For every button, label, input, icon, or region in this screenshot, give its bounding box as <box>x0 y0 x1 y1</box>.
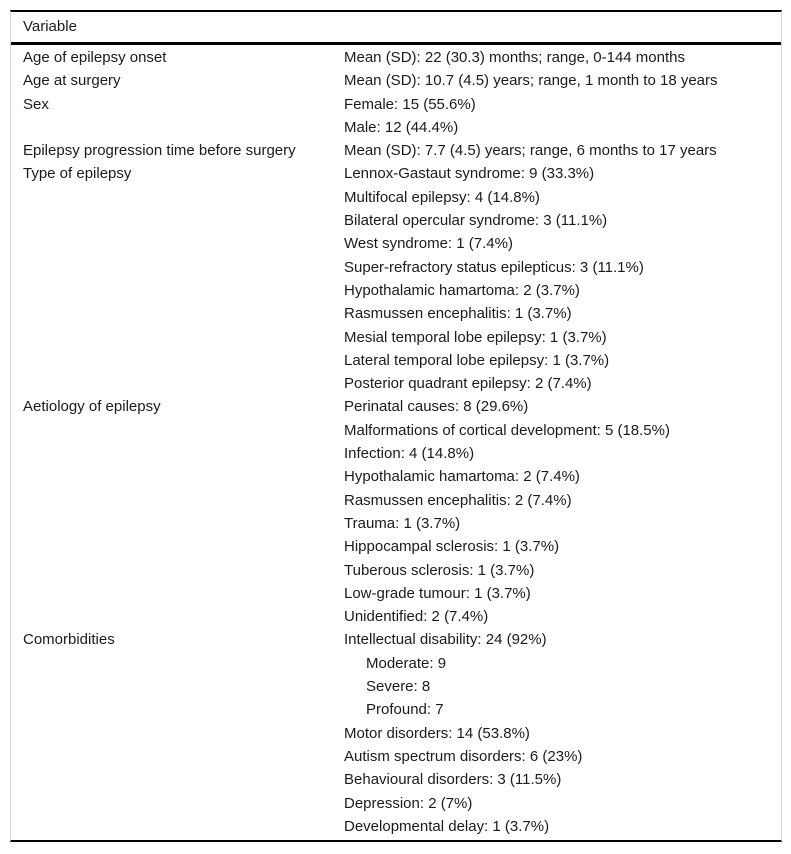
table-row: Sex Female: 15 (55.6%) Male: 12 (44.4%) <box>11 93 781 140</box>
value-cell: Mean (SD): 22 (30.3) months; range, 0-14… <box>344 46 781 69</box>
value-line: Autism spectrum disorders: 6 (23%) <box>344 747 583 765</box>
value-line: Mean (SD): 10.7 (4.5) years; range, 1 mo… <box>344 72 718 90</box>
value-line: Trauma: 1 (3.7%) <box>344 514 461 532</box>
value-cell: Mean (SD): 10.7 (4.5) years; range, 1 mo… <box>344 69 781 92</box>
value-cell: Mean (SD): 7.7 (4.5) years; range, 6 mon… <box>344 139 781 162</box>
value-line: Female: 15 (55.6%) <box>344 95 476 113</box>
value-line: Lennox-Gastaut syndrome: 9 (33.3%) <box>344 165 595 183</box>
value-line: Hippocampal sclerosis: 1 (3.7%) <box>344 538 560 556</box>
variable-label: Comorbidities <box>23 631 115 649</box>
variable-label: Sex <box>23 95 49 113</box>
value-cell: Perinatal causes: 8 (29.6%) Malformations… <box>344 395 781 628</box>
value-line: Perinatal causes: 8 (29.6%) <box>344 398 529 416</box>
patient-characteristics-table: Variable Age of epilepsy onset Mean (SD):… <box>10 10 782 843</box>
table-row: Type of epilepsy Lennox-Gastaut syndrome:… <box>11 162 781 395</box>
value-line: Developmental delay: 1 (3.7%) <box>344 817 550 835</box>
value-line: Low-grade tumour: 1 (3.7%) <box>344 584 531 602</box>
value-line: Lateral temporal lobe epilepsy: 1 (3.7%) <box>344 351 610 369</box>
variable-label: Type of epilepsy <box>23 165 132 183</box>
value-line: Bilateral opercular syndrome: 3 (11.1%) <box>344 212 608 230</box>
value-line: Infection: 4 (14.8%) <box>344 445 475 463</box>
value-line: Intellectual disability: 24 (92%) <box>344 631 547 649</box>
table-row: Age of epilepsy onset Mean (SD): 22 (30.3… <box>11 46 781 69</box>
variable-label: Epilepsy progression time before surgery <box>23 142 296 160</box>
value-line: Motor disorders: 14 (53.8%) <box>344 724 530 742</box>
variable-label: Age of epilepsy onset <box>23 49 167 66</box>
variable-label: Aetiology of epilepsy <box>23 398 161 416</box>
value-line: Posterior quadrant epilepsy: 2 (7.4%) <box>344 375 592 393</box>
value-cell: Intellectual disability: 24 (92%) Moderat… <box>344 628 781 838</box>
value-line: Hypothalamic hamartoma: 2 (7.4%) <box>344 468 580 486</box>
value-line: Super-refractory status epilepticus: 3 (… <box>344 258 644 276</box>
value-cell: Female: 15 (55.6%) Male: 12 (44.4%) <box>344 93 781 140</box>
value-line: West syndrome: 1 (7.4%) <box>344 235 513 253</box>
value-subline: Severe: 8 <box>366 678 431 696</box>
value-line: Rasmussen encephalitis: 2 (7.4%) <box>344 491 572 509</box>
value-line: Hypothalamic hamartoma: 2 (3.7%) <box>344 281 580 299</box>
table-row: Comorbidities Intellectual disability: 24… <box>11 628 781 838</box>
table-row: Age at surgery Mean (SD): 10.7 (4.5) year… <box>11 69 781 92</box>
table-row: Aetiology of epilepsy Perinatal causes: 8… <box>11 395 781 628</box>
table-row: Epilepsy progression time before surgery… <box>11 139 781 162</box>
value-line: Depression: 2 (7%) <box>344 794 473 812</box>
value-line: Mesial temporal lobe epilepsy: 1 (3.7%) <box>344 328 607 346</box>
table-header-variable: Variable <box>11 12 781 45</box>
value-line: Unidentified: 2 (7.4%) <box>344 608 489 626</box>
value-line: Mean (SD): 7.7 (4.5) years; range, 6 mon… <box>344 142 717 160</box>
value-line: Multifocal epilepsy: 4 (14.8%) <box>344 188 540 206</box>
value-line: Male: 12 (44.4%) <box>344 118 459 136</box>
value-subline: Moderate: 9 <box>366 654 447 672</box>
value-line: Malformations of cortical development: 5… <box>344 421 670 439</box>
value-line: Mean (SD): 22 (30.3) months; range, 0-14… <box>344 49 686 66</box>
value-line: Tuberous sclerosis: 1 (3.7%) <box>344 561 535 579</box>
value-cell: Lennox-Gastaut syndrome: 9 (33.3%) Multif… <box>344 162 781 395</box>
value-line: Behavioural disorders: 3 (11.5%) <box>344 771 562 789</box>
value-subline: Profound: 7 <box>366 701 444 719</box>
value-line: Rasmussen encephalitis: 1 (3.7%) <box>344 305 572 323</box>
table-body: Age of epilepsy onset Mean (SD): 22 (30.3… <box>11 45 781 840</box>
variable-label: Age at surgery <box>23 72 121 90</box>
